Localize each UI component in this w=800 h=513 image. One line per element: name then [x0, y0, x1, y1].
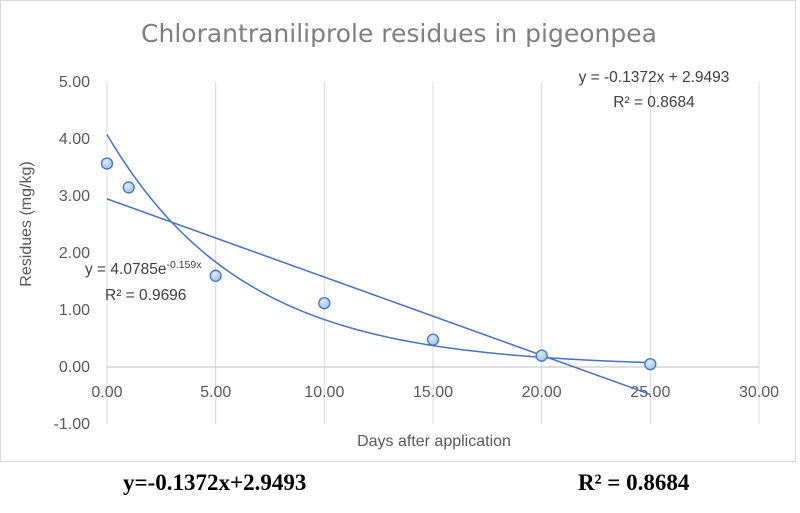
exponential-equation-base: y = 4.0785e — [85, 261, 166, 278]
y-tick-label: 2.00 — [59, 245, 90, 262]
y-tick-label: 0.00 — [59, 359, 90, 376]
x-tick-label: 20.00 — [522, 384, 562, 401]
chart-area: Chlorantraniliprole residues in pigeonpe… — [0, 0, 796, 462]
data-point — [426, 333, 440, 346]
data-point — [122, 181, 135, 194]
y-tick-label: 3.00 — [59, 188, 90, 205]
trendlines — [106, 134, 651, 396]
x-tick-label: 10.00 — [304, 384, 344, 401]
caption-equation: y=-0.1372x+2.9493 — [123, 470, 307, 495]
y-tick-label: 4.00 — [59, 131, 90, 148]
x-tick-label: 30.00 — [739, 384, 779, 401]
y-tick-labels: 5.00 4.00 3.00 2.00 1.00 0.00 -1.00 — [54, 74, 91, 433]
exponential-equation-exponent: -0.159x — [166, 259, 202, 271]
linear-trendline — [106, 198, 651, 396]
scatter-chart: Chlorantraniliprole residues in pigeonpe… — [18, 19, 779, 450]
y-tick-label: 5.00 — [59, 74, 90, 91]
y-tick-label: -1.00 — [54, 416, 91, 433]
y-axis-title: Residues (mg/kg) — [18, 161, 35, 286]
exponential-trend-r2: R² = 0.9696 — [105, 287, 186, 304]
x-tick-labels: 0.00 5.00 10.00 15.00 20.00 25.00 30.00 — [91, 384, 779, 401]
exponential-trendline — [106, 134, 651, 364]
x-tick-label: 25.00 — [630, 384, 670, 401]
data-points — [100, 157, 657, 371]
data-point — [209, 269, 222, 282]
vertical-gridlines — [106, 82, 760, 424]
chart-title: Chlorantraniliprole residues in pigeonpe… — [141, 19, 657, 48]
caption-r2: R² = 0.8684 — [578, 470, 690, 495]
data-point — [100, 157, 114, 170]
data-point — [644, 357, 657, 371]
linear-trend-r2: R² = 0.8684 — [613, 94, 695, 111]
x-tick-label: 0.00 — [91, 384, 122, 401]
data-point — [535, 349, 548, 362]
x-tick-label: 15.00 — [413, 384, 453, 401]
data-point — [318, 297, 331, 310]
x-tick-label: 5.00 — [200, 384, 231, 401]
linear-trend-equation: y = -0.1372x + 2.9493 — [579, 69, 730, 86]
exponential-trend-equation: y = 4.0785e-0.159x — [85, 259, 202, 278]
y-tick-label: 1.00 — [59, 302, 90, 319]
x-axis-title: Days after application — [357, 433, 511, 450]
